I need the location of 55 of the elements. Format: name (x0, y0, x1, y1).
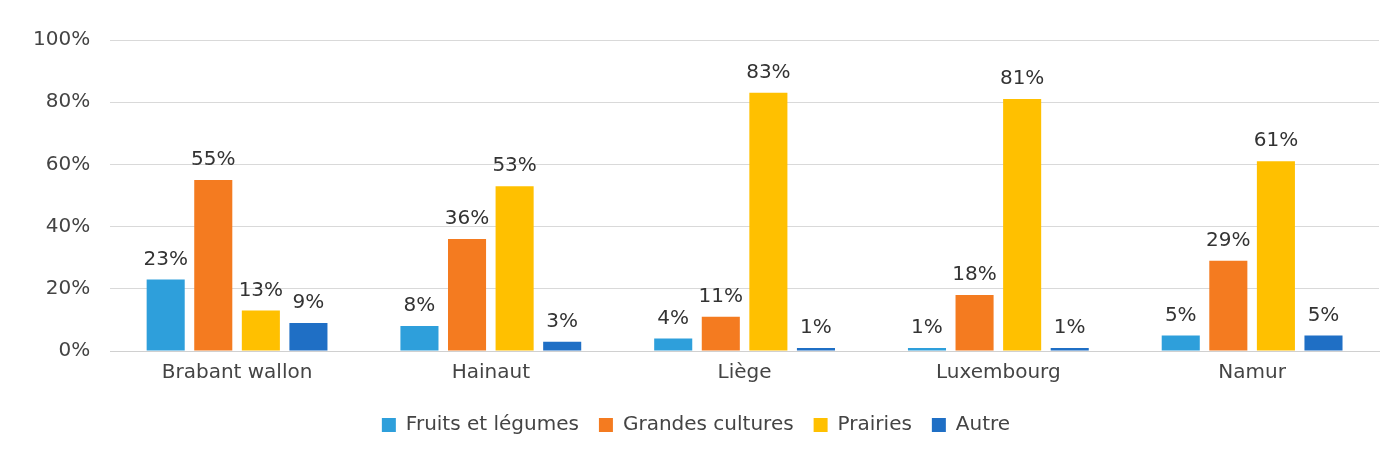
bar (701, 316, 740, 351)
bar (1304, 335, 1343, 351)
x-tick-label: Liège (717, 359, 772, 384)
legend-label: Autre (955, 411, 1011, 436)
data-label: 5% (1164, 301, 1197, 326)
data-label: 3% (546, 307, 579, 332)
y-tick-label: 60% (45, 150, 91, 175)
bar (796, 347, 835, 351)
bar (1161, 335, 1200, 351)
bar (146, 279, 185, 351)
bar (194, 179, 233, 351)
data-label: 1% (911, 314, 943, 339)
bar (448, 239, 487, 351)
bar (1050, 347, 1089, 351)
data-label: 11% (698, 282, 744, 307)
x-tick-label: Luxembourg (936, 359, 1061, 384)
data-label: 9% (292, 289, 325, 314)
data-label: 29% (1206, 227, 1251, 252)
y-tick-label: 0% (58, 337, 91, 362)
y-tick-label: 20% (45, 275, 91, 299)
y-tick-label: 100% (32, 26, 91, 51)
data-label: 81% (999, 65, 1045, 90)
data-label: 4% (657, 304, 690, 329)
data-label: 1% (1053, 314, 1086, 339)
data-label: 5% (1307, 301, 1340, 326)
bar (749, 92, 788, 351)
data-label: 61% (1253, 127, 1299, 152)
y-tick-label: 40% (45, 212, 91, 237)
data-label: 53% (492, 152, 537, 177)
data-label: 83% (746, 59, 791, 84)
data-label: 8% (403, 292, 436, 317)
y-tick-label: 80% (45, 88, 91, 113)
bar (543, 341, 582, 351)
bar (241, 310, 280, 351)
legend-label: Grandes cultures (622, 411, 794, 436)
x-tick-label: Brabant wallon (161, 359, 313, 384)
data-label: 55% (191, 146, 236, 171)
bar (495, 186, 534, 351)
bar (654, 338, 693, 351)
legend-label: Fruits et légumes (405, 411, 579, 436)
legend-label: Prairies (837, 411, 912, 436)
data-label: 13% (238, 276, 284, 301)
data-label: 1% (800, 314, 832, 339)
bar (289, 323, 328, 351)
data-label: 36% (444, 205, 490, 230)
x-tick-label: Namur (1218, 359, 1287, 384)
bar (1256, 161, 1295, 351)
bar (400, 326, 439, 351)
data-label: 23% (143, 245, 188, 270)
bar (955, 295, 994, 351)
bar (907, 347, 947, 351)
x-tick-label: Hainaut (451, 359, 531, 384)
bar (1003, 99, 1042, 351)
data-label: 18% (952, 261, 997, 286)
bar (1209, 260, 1248, 351)
